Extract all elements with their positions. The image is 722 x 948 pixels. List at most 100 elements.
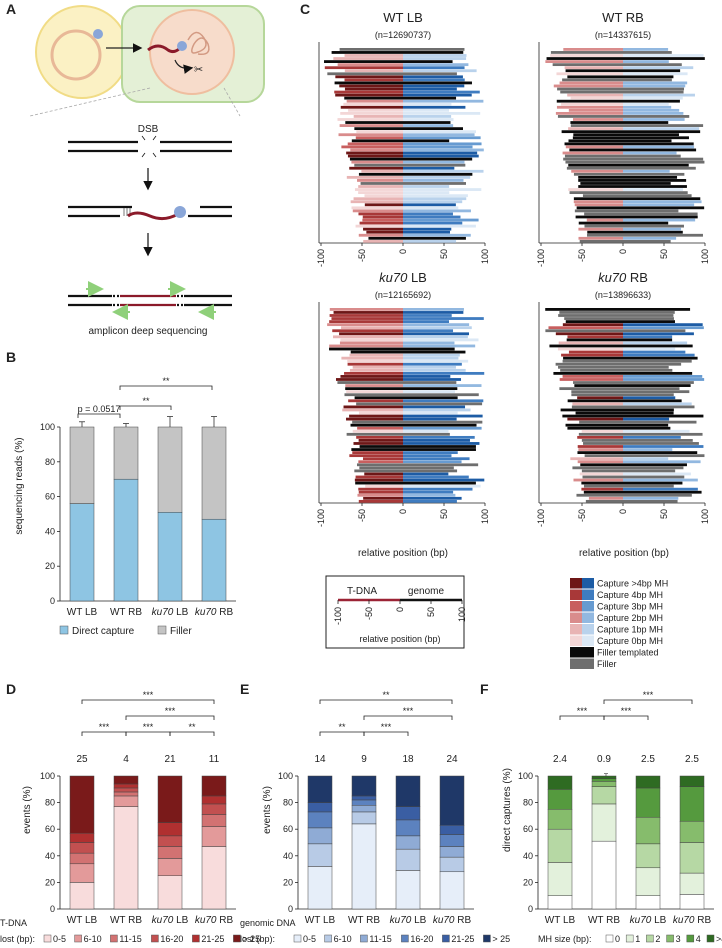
sig-label: ** (188, 722, 196, 732)
sig-label: ** (338, 722, 346, 732)
read-tdna-segment (346, 99, 403, 103)
plot-x-tick-label: -50 (357, 509, 367, 522)
bar-segment (69, 426, 95, 504)
read-genome-segment (623, 353, 695, 357)
read-tdna-segment (357, 179, 403, 182)
y-tick-label: 40 (45, 526, 55, 536)
read-genome-segment (403, 314, 452, 317)
read-tdna-segment (573, 478, 623, 482)
read-genome-segment (623, 111, 684, 115)
read-genome-segment (403, 344, 476, 348)
read-tdna-segment (352, 365, 403, 369)
read-genome-segment (403, 197, 467, 201)
read-tdna-segment (576, 206, 623, 210)
read-genome-segment (623, 426, 671, 430)
read-genome-segment (403, 72, 457, 76)
panel-e-legend: 0-5 6-10 11-15 16-20 21-25 > 25 (293, 934, 510, 944)
read-genome-segment (403, 151, 478, 155)
sig-label: *** (403, 706, 414, 716)
mh-swatch-right (582, 601, 594, 612)
read-genome-segment (623, 317, 674, 320)
legend-swatch (74, 934, 82, 943)
read-genome-segment (403, 130, 477, 134)
read-tdna-segment (349, 414, 403, 418)
read-genome-segment (403, 142, 482, 146)
read-tdna-segment (580, 182, 623, 185)
read-genome-segment (623, 115, 690, 118)
sig-bracket (603, 715, 649, 720)
panel-f-ylabel: direct captures (%) (502, 768, 513, 852)
bar-segment (591, 786, 617, 805)
bar-segment (157, 512, 183, 602)
read-genome-segment (623, 142, 694, 146)
legend-label: 16-20 (160, 934, 183, 944)
read-tdna-segment (587, 233, 623, 237)
read-tdna-segment (344, 69, 403, 73)
x-category-label: WT LB (545, 915, 576, 926)
legend-swatch (110, 934, 118, 943)
read-genome-segment (403, 335, 468, 339)
plot-x-tick-label: -100 (536, 249, 546, 267)
read-tdna-segment (332, 335, 403, 339)
read-genome-segment (403, 457, 470, 461)
read-tdna-segment (578, 185, 623, 188)
read-tdna-segment (333, 311, 403, 314)
read-genome-segment (623, 127, 700, 131)
read-genome-segment (403, 118, 454, 121)
read-tdna-segment (580, 463, 623, 467)
read-tdna-segment (565, 160, 623, 164)
mh-legend-label: Capture >4bp MH (597, 579, 668, 589)
read-tdna-segment (348, 399, 403, 403)
bar-segment (201, 846, 227, 910)
read-genome-segment (623, 78, 672, 82)
bar-segment (547, 895, 573, 910)
bar-segment (69, 863, 95, 883)
read-tdna-segment (349, 368, 403, 372)
read-genome-segment (403, 81, 472, 85)
y-tick-label: 80 (45, 798, 55, 808)
read-genome-segment (623, 239, 671, 243)
read-tdna-segment (572, 402, 623, 406)
read-genome-segment (623, 408, 674, 412)
y-tick-label: 20 (45, 877, 55, 887)
read-genome-segment (403, 102, 452, 106)
y-tick-label: 80 (283, 798, 293, 808)
read-tdna-segment (346, 432, 403, 436)
read-genome-segment (403, 148, 484, 152)
read-tdna-segment (339, 341, 403, 345)
read-genome-segment (623, 332, 694, 336)
bar-segment (635, 895, 661, 910)
read-genome-segment (403, 414, 483, 418)
bar-segment (157, 775, 183, 823)
read-tdna-segment (574, 209, 623, 213)
read-tdna-segment (564, 154, 623, 158)
read-tdna-segment (332, 329, 403, 333)
panel-d-legend-title2: lost (bp): (0, 934, 35, 944)
mh-swatch-left (570, 647, 582, 658)
read-tdna-segment (354, 188, 403, 191)
panel-letter-a: A (6, 1, 16, 17)
vird2-protein (93, 29, 103, 39)
read-tdna-segment (559, 311, 623, 314)
legend-swatch-filler (157, 625, 167, 635)
read-genome-segment (623, 487, 698, 491)
plot-x-tick-label: -50 (357, 249, 367, 262)
bar-segment (201, 518, 227, 602)
legend-swatch (625, 934, 634, 943)
read-genome-segment (623, 227, 682, 231)
read-genome-segment (403, 63, 469, 67)
plot-n: (n=14337615) (595, 30, 651, 40)
read-genome-segment (623, 338, 673, 342)
read-tdna-segment (568, 108, 623, 112)
read-tdna-segment (327, 323, 403, 327)
sig-bracket (125, 731, 171, 736)
read-genome-segment (623, 69, 681, 73)
mh-swatch-right (582, 658, 594, 669)
read-tdna-segment (358, 487, 403, 491)
read-tdna-segment (568, 127, 623, 131)
read-tdna-segment (358, 499, 403, 503)
read-genome-segment (403, 75, 463, 79)
read-genome-segment (403, 393, 479, 397)
read-genome-segment (403, 484, 481, 488)
read-tdna-segment (363, 496, 403, 500)
